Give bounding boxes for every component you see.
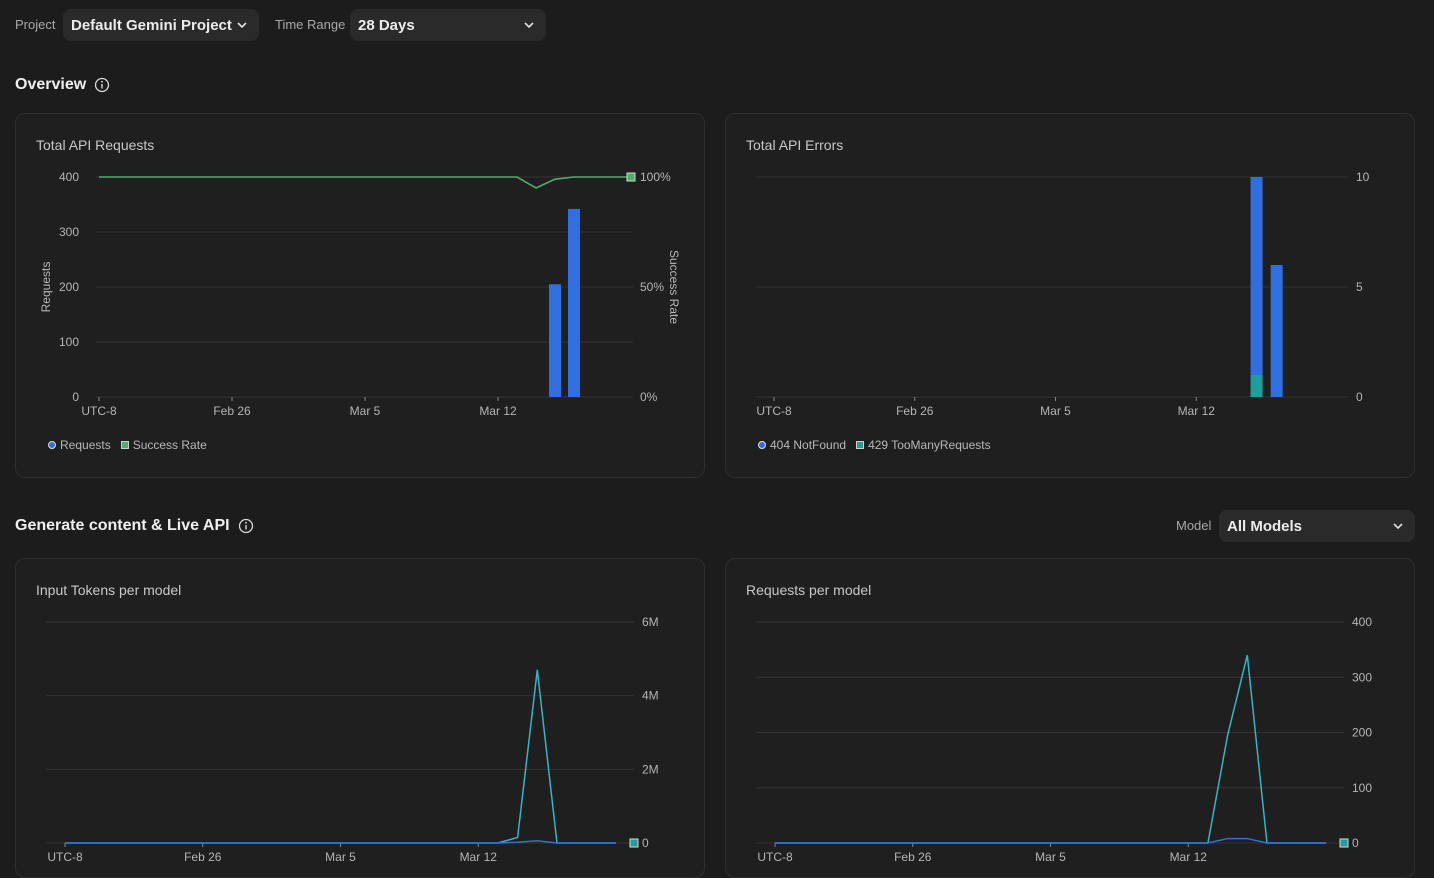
y-axis-label: Requests	[39, 262, 53, 313]
legend-label: 404 NotFound	[770, 438, 847, 452]
y-tick-label: 0	[642, 836, 649, 850]
chart-title: Total API Requests	[36, 137, 155, 153]
legend-dot	[758, 441, 766, 449]
y-tick-label: 100	[59, 335, 79, 349]
overview-section-title: Overview	[15, 76, 110, 94]
y-tick-label: 0	[72, 390, 79, 404]
series-line	[775, 654, 1326, 844]
y-tick-label: 10	[1356, 170, 1370, 184]
y2-tick-label: 50%	[640, 280, 664, 294]
time-range-select-value: 28 Days	[358, 16, 415, 34]
y-tick-label: 200	[1352, 726, 1372, 740]
y-tick-label: 300	[59, 225, 79, 239]
bar	[549, 284, 561, 397]
legend-item-success-rate[interactable]: Success Rate	[120, 438, 207, 452]
x-tick-label: Mar 5	[1040, 404, 1071, 418]
legend-label: 429 TooManyRequests	[868, 438, 991, 452]
bar-404	[1250, 177, 1263, 375]
total-api-errors-card: Total API Errors 10 5 0 UTC-8 Feb 26 Mar 5 Mar…	[725, 113, 1415, 478]
time-range-label: Time Range	[275, 17, 346, 32]
y-tick-label: 100	[1352, 781, 1372, 795]
input-tokens-card: Input Tokens per model 6M 4M 2M 0 UTC-8 Feb 2…	[15, 558, 705, 878]
input-tokens-chart: 6M 4M 2M 0 UTC-8 Feb 26 Mar 5 Mar 12	[46, 615, 659, 864]
legend-dot	[48, 441, 56, 449]
generate-content-title: Generate content & Live API	[15, 517, 230, 534]
y-tick-label: 6M	[642, 615, 659, 629]
requests-chart: 400 300 200 100 0 100% 50% 0% UTC-8 Feb 26 Mar 5 Ma…	[39, 170, 681, 418]
chevron-down-icon	[237, 22, 247, 29]
y2-tick-label: 100%	[640, 170, 671, 184]
success-rate-line	[99, 176, 631, 189]
legend-item-429[interactable]: 429 TooManyRequests	[856, 438, 991, 452]
series-end-marker	[629, 838, 639, 848]
x-tick-label: UTC-8	[757, 850, 793, 864]
chevron-down-icon	[1393, 523, 1403, 530]
x-tick-label: Mar 12	[1178, 404, 1216, 418]
legend-label: Requests	[60, 438, 111, 452]
bar-404	[1270, 265, 1283, 397]
legend-item-404[interactable]: 404 NotFound	[758, 438, 846, 452]
x-tick-label: UTC-8	[756, 404, 792, 418]
series-end-marker	[1339, 838, 1349, 848]
project-label: Project	[15, 17, 56, 32]
generate-content-section-title: Generate content & Live API	[15, 517, 254, 535]
model-select[interactable]: All Models	[1219, 510, 1415, 542]
x-tick-label: Feb 26	[894, 850, 932, 864]
y-tick-label: 5	[1356, 280, 1363, 294]
chart-legend: Requests Success Rate	[48, 438, 207, 452]
info-icon[interactable]	[94, 77, 110, 93]
project-select[interactable]: Default Gemini Project	[63, 9, 259, 41]
x-tick-label: Mar 12	[1170, 850, 1208, 864]
y2-axis-label: Success Rate	[667, 250, 681, 324]
x-tick-label: Mar 5	[1035, 850, 1066, 864]
x-tick-label: Feb 26	[184, 850, 222, 864]
y-tick-label: 0	[1352, 836, 1359, 850]
y-tick-label: 0	[1356, 390, 1363, 404]
y-tick-label: 2M	[642, 762, 659, 776]
x-tick-label: Mar 12	[460, 850, 498, 864]
model-select-value: All Models	[1227, 517, 1303, 535]
legend-square	[120, 441, 129, 449]
info-icon[interactable]	[238, 518, 254, 534]
y-tick-label: 400	[1352, 615, 1372, 629]
x-tick-label: Mar 5	[350, 404, 381, 418]
bar	[568, 208, 580, 397]
chart-title: Requests per model	[746, 582, 872, 598]
requests-per-model-chart: 400 300 200 100 0 UTC-8 Feb 26 Mar 5 Mar 12	[756, 615, 1372, 864]
chart-legend: 404 NotFound 429 TooManyRequests	[758, 438, 991, 452]
x-tick-label: Feb 26	[896, 404, 934, 418]
series-line	[65, 840, 616, 844]
y-tick-label: 200	[59, 280, 79, 294]
x-tick-label: UTC-8	[47, 850, 83, 864]
y-tick-label: 400	[59, 170, 79, 184]
x-tick-label: UTC-8	[81, 404, 117, 418]
legend-square	[856, 441, 865, 449]
model-label: Model	[1176, 518, 1212, 533]
bar-429	[1250, 375, 1263, 397]
time-range-select[interactable]: 28 Days	[350, 9, 546, 41]
x-tick-label: Feb 26	[213, 404, 251, 418]
x-tick-label: Mar 5	[325, 850, 356, 864]
total-api-requests-card: Total API Requests 400 300 200 100 0 100% 50% 0…	[15, 113, 705, 478]
y-tick-label: 4M	[642, 689, 659, 703]
chevron-down-icon	[524, 22, 534, 29]
y-tick-label: 300	[1352, 670, 1372, 684]
overview-title: Overview	[15, 76, 87, 93]
project-select-value: Default Gemini Project	[71, 16, 232, 34]
legend-label: Success Rate	[132, 438, 207, 452]
errors-chart: 10 5 0 UTC-8 Feb 26 Mar 5 Mar 12	[756, 170, 1370, 418]
chart-title: Input Tokens per model	[36, 582, 182, 598]
x-tick-label: Mar 12	[479, 404, 517, 418]
requests-per-model-card: Requests per model 400 300 200 100 0 UTC-8 Feb…	[725, 558, 1415, 878]
success-rate-marker	[626, 172, 636, 182]
legend-item-requests[interactable]: Requests	[48, 438, 111, 452]
chart-title: Total API Errors	[746, 137, 844, 153]
series-line	[775, 837, 1326, 844]
y2-tick-label: 0%	[640, 390, 658, 404]
